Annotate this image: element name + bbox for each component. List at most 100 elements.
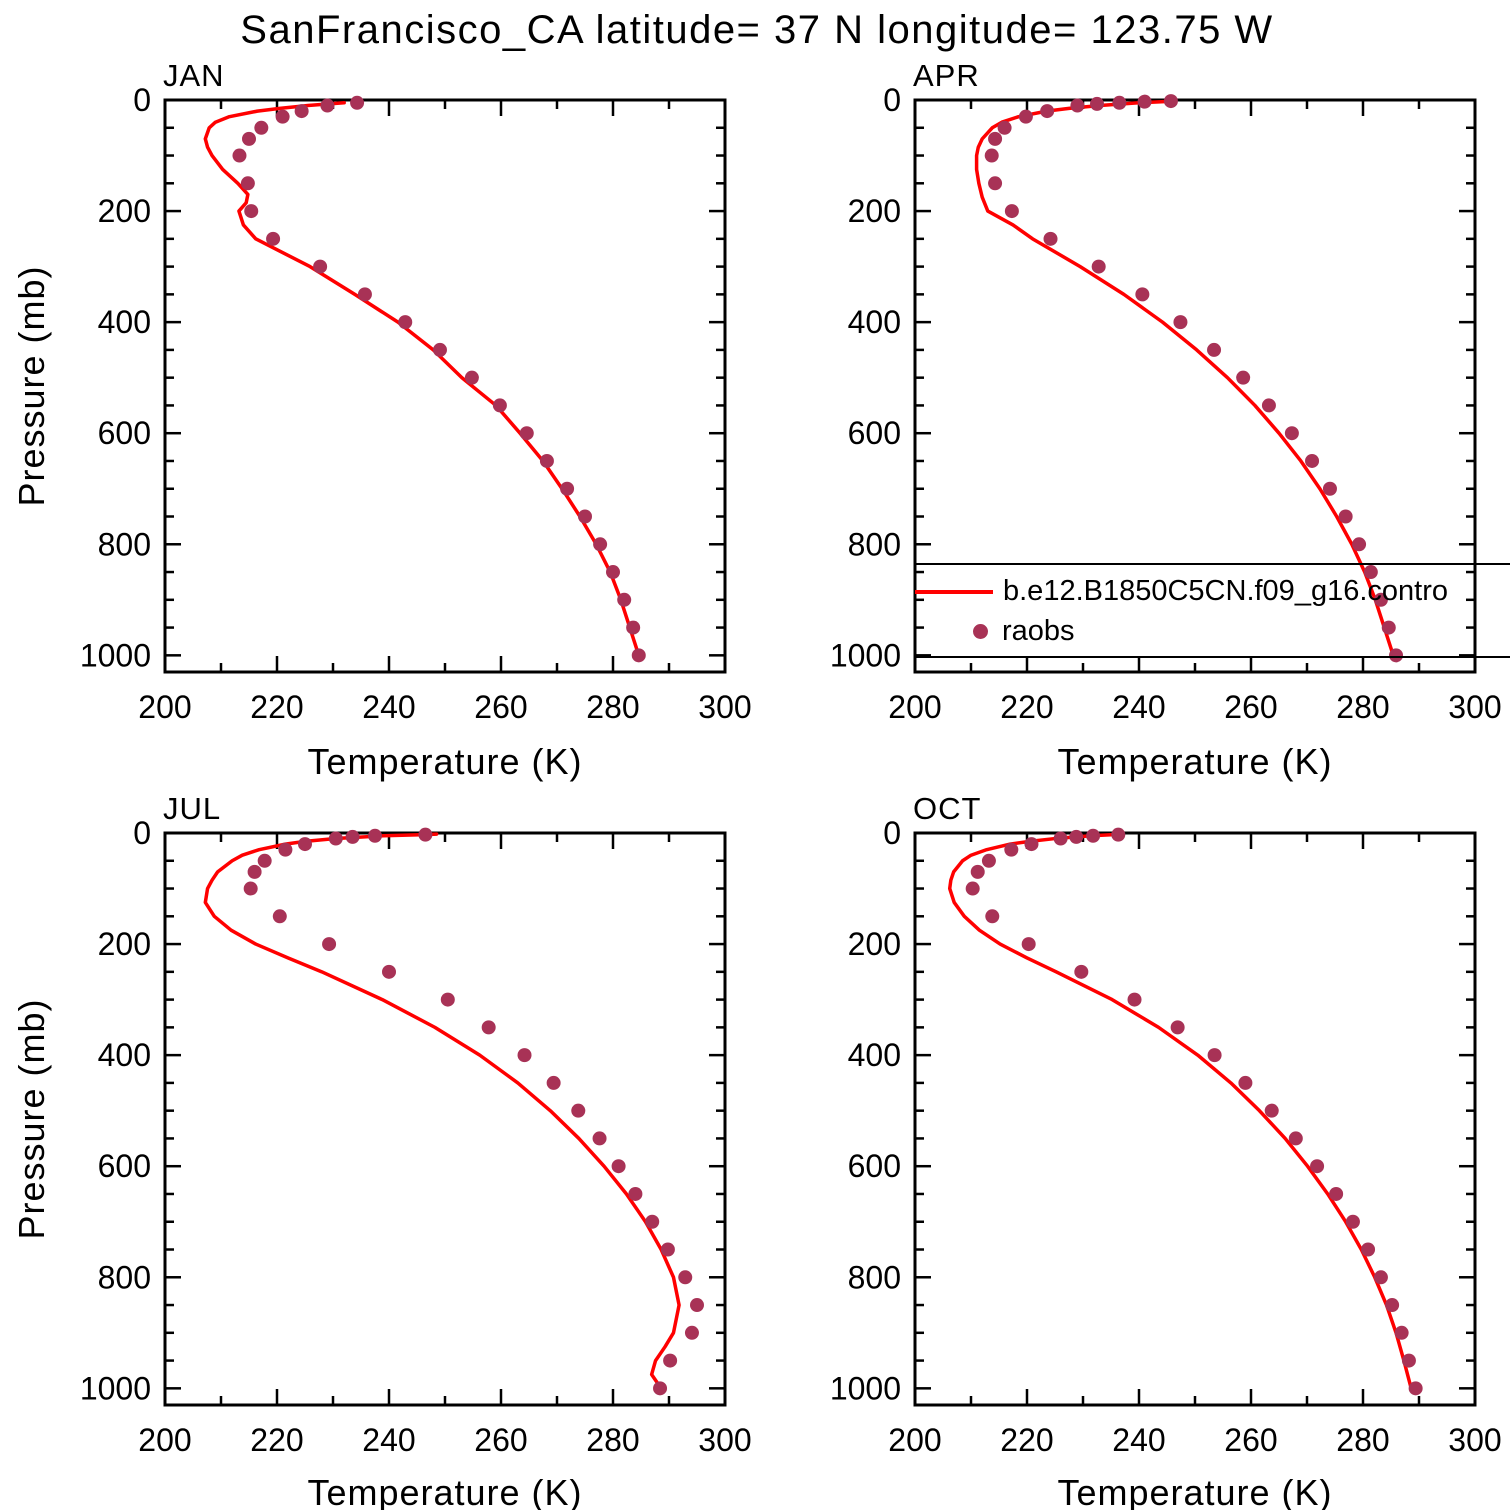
raobs-dot: [432, 342, 447, 357]
raobs-dot: [1135, 287, 1150, 302]
raobs-dot: [440, 992, 455, 1007]
raobs-dot: [398, 315, 413, 330]
raobs-dot: [546, 1075, 561, 1090]
raobs-dot: [981, 853, 996, 868]
y-tick-label: 400: [98, 304, 151, 340]
y-tick-label: 600: [848, 415, 901, 451]
x-tick-label: 300: [698, 689, 751, 725]
x-tick-label: 200: [138, 1422, 191, 1458]
raobs-dot: [1238, 1075, 1253, 1090]
y-tick-label: 400: [848, 304, 901, 340]
raobs-dot: [1394, 1325, 1409, 1340]
model-line: [203, 832, 681, 1391]
x-tick-label: 260: [1224, 689, 1277, 725]
legend-entry-model: b.e12.B1850C5CN.f09_g16.contro: [915, 575, 1448, 608]
x-tick-label: 220: [250, 1422, 303, 1458]
raobs-dot: [1338, 509, 1353, 524]
y-tick-label: 200: [98, 193, 151, 229]
raobs-dot: [1373, 592, 1388, 607]
raobs-dot: [298, 837, 312, 852]
raobs-dot: [684, 1325, 699, 1340]
panel-jan: 200 220 240 260 280 300 0 200 400 600 800 1000: [80, 82, 752, 725]
raobs-dot: [626, 620, 641, 635]
x-tick-label: 240: [362, 689, 415, 725]
x-tick-label: 280: [1336, 689, 1389, 725]
raobs-dot: [345, 829, 360, 844]
raobs-dot: [517, 1048, 532, 1063]
raobs-dot: [243, 881, 258, 896]
raobs-dot: [1021, 937, 1036, 952]
figure-title: SanFrancisco_CA latitude= 37 N longitude…: [240, 8, 1274, 52]
raobs-dot: [593, 537, 608, 552]
y-axis-label-bottom-row: Pressure (mb): [11, 998, 52, 1240]
y-tick-label: 400: [98, 1037, 151, 1073]
panel-jul: 200 220 240 260 280 300 0 200 400 600 800 1000: [80, 815, 752, 1458]
y-tick-label: 1000: [80, 637, 151, 673]
raobs-dot: [985, 909, 1000, 924]
x-tick-label: 200: [888, 1422, 941, 1458]
raobs-dot: [357, 287, 372, 302]
model-line: [947, 832, 1413, 1391]
raobs-dot: [1261, 398, 1276, 413]
x-tick-label: 280: [1336, 1422, 1389, 1458]
raobs-dot: [611, 1159, 626, 1174]
y-tick-label: 1000: [80, 1370, 151, 1406]
y-tick-label: 600: [98, 1148, 151, 1184]
x-tick-label: 300: [698, 1422, 751, 1458]
raobs-dot: [1004, 842, 1019, 857]
raobs-dot: [1352, 537, 1367, 552]
raobs-dot: [519, 426, 534, 441]
panel-oct: 200 220 240 260 280 300 0 200 400 600 800 1000: [830, 815, 1502, 1458]
raobs-dot: [1069, 829, 1084, 844]
raobs-dot: [1127, 992, 1142, 1007]
y-tick-label: 400: [848, 1037, 901, 1073]
raobs-dot: [970, 864, 985, 879]
raobs-dot: [320, 98, 335, 113]
raobs-dot: [1345, 1214, 1360, 1229]
raobs-dot: [1385, 1298, 1400, 1313]
y-axis-label-top-row: Pressure (mb): [11, 265, 52, 507]
x-axis-label-apr: Temperature (K): [1057, 741, 1333, 782]
raobs-dot: [984, 148, 999, 163]
raobs-dot: [1381, 620, 1396, 635]
model-line: [203, 101, 641, 658]
x-tick-label: 300: [1448, 1422, 1501, 1458]
panel-title-apr: APR: [913, 58, 980, 93]
x-tick-label: 260: [474, 1422, 527, 1458]
x-tick-label: 200: [138, 689, 191, 725]
panel-title-jan: JAN: [163, 58, 225, 93]
x-tick-label: 260: [474, 689, 527, 725]
y-tick-label: 1000: [830, 637, 901, 673]
raobs-dot: [560, 481, 575, 496]
raobs-dot: [663, 1353, 678, 1368]
legend-line-sample: [915, 589, 993, 594]
raobs-dot: [1361, 1242, 1376, 1257]
raobs-dot: [481, 1020, 496, 1035]
x-tick-label: 220: [250, 689, 303, 725]
panel-apr: 200 220 240 260 280 300 0 200 400 600 800 1000: [830, 82, 1502, 725]
raobs-dot: [240, 176, 255, 191]
raobs-dot: [645, 1214, 660, 1229]
raobs-dot: [628, 1186, 643, 1201]
raobs-dot: [1310, 1159, 1325, 1174]
raobs-dot: [997, 120, 1012, 135]
raobs-dot: [368, 828, 382, 843]
raobs-dot: [653, 1381, 668, 1396]
x-tick-label: 200: [888, 689, 941, 725]
x-tick-label: 280: [586, 689, 639, 725]
raobs-dot: [1070, 98, 1085, 113]
raobs-dot: [418, 827, 433, 842]
raobs-dot: [1024, 837, 1039, 852]
raobs-dot: [1284, 426, 1299, 441]
raobs-dot: [1004, 204, 1019, 219]
legend: b.e12.B1850C5CN.f09_g16.contro raobs: [915, 563, 1510, 658]
raobs-dot: [382, 964, 396, 979]
raobs-dot: [1163, 94, 1178, 109]
raobs-dot: [1137, 94, 1152, 109]
x-axis-label-jul: Temperature (K): [307, 1472, 583, 1510]
raobs-dot: [328, 831, 343, 846]
x-tick-label: 220: [1000, 1422, 1053, 1458]
x-tick-label: 240: [362, 1422, 415, 1458]
